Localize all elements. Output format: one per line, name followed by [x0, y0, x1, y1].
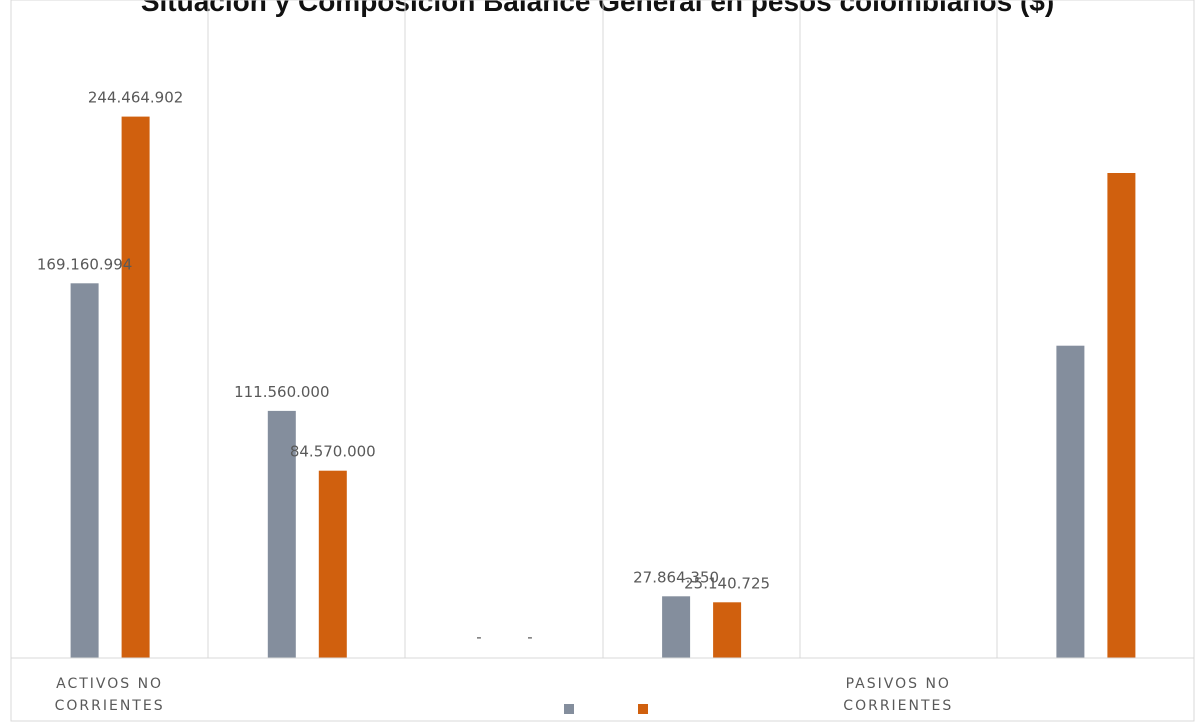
legend	[564, 704, 648, 714]
x-tick-label: PASIVOS NO	[846, 676, 951, 692]
x-tick-label: CORRIENTES	[843, 698, 953, 714]
data-label: 169.160.994	[37, 255, 132, 273]
data-label: 244.464.902	[88, 89, 183, 107]
bar	[1107, 173, 1136, 658]
x-tick-label: CORRIENTES	[55, 698, 165, 714]
data-label: -	[527, 628, 532, 646]
data-label: 111.560.000	[234, 383, 329, 401]
bar	[267, 410, 296, 658]
bar	[1056, 345, 1085, 658]
x-tick-label: ACTIVOS NO	[56, 676, 163, 692]
data-label: 27.864.350	[633, 568, 719, 586]
data-label: 25.140.725	[684, 574, 770, 592]
legend-swatch	[638, 704, 648, 714]
bar	[121, 116, 150, 659]
bar	[70, 283, 99, 658]
bar	[318, 470, 347, 658]
chart-title: Situación y Composición Balance General …	[140, 0, 1055, 17]
bar	[713, 602, 742, 658]
gridlines	[207, 0, 998, 658]
plot-border	[10, 0, 1195, 722]
legend-swatch	[564, 704, 574, 714]
data-label: 84.570.000	[290, 443, 376, 461]
bars	[70, 116, 1136, 659]
bar	[662, 596, 691, 658]
data-labels: 169.160.994 111.560.000 - 27.864.350 244.464…	[37, 89, 770, 646]
data-label: -	[476, 628, 481, 646]
category-tick-labels: ACTIVOS NO CORRIENTES PASIVOS NO CORRIENTES	[55, 676, 953, 714]
